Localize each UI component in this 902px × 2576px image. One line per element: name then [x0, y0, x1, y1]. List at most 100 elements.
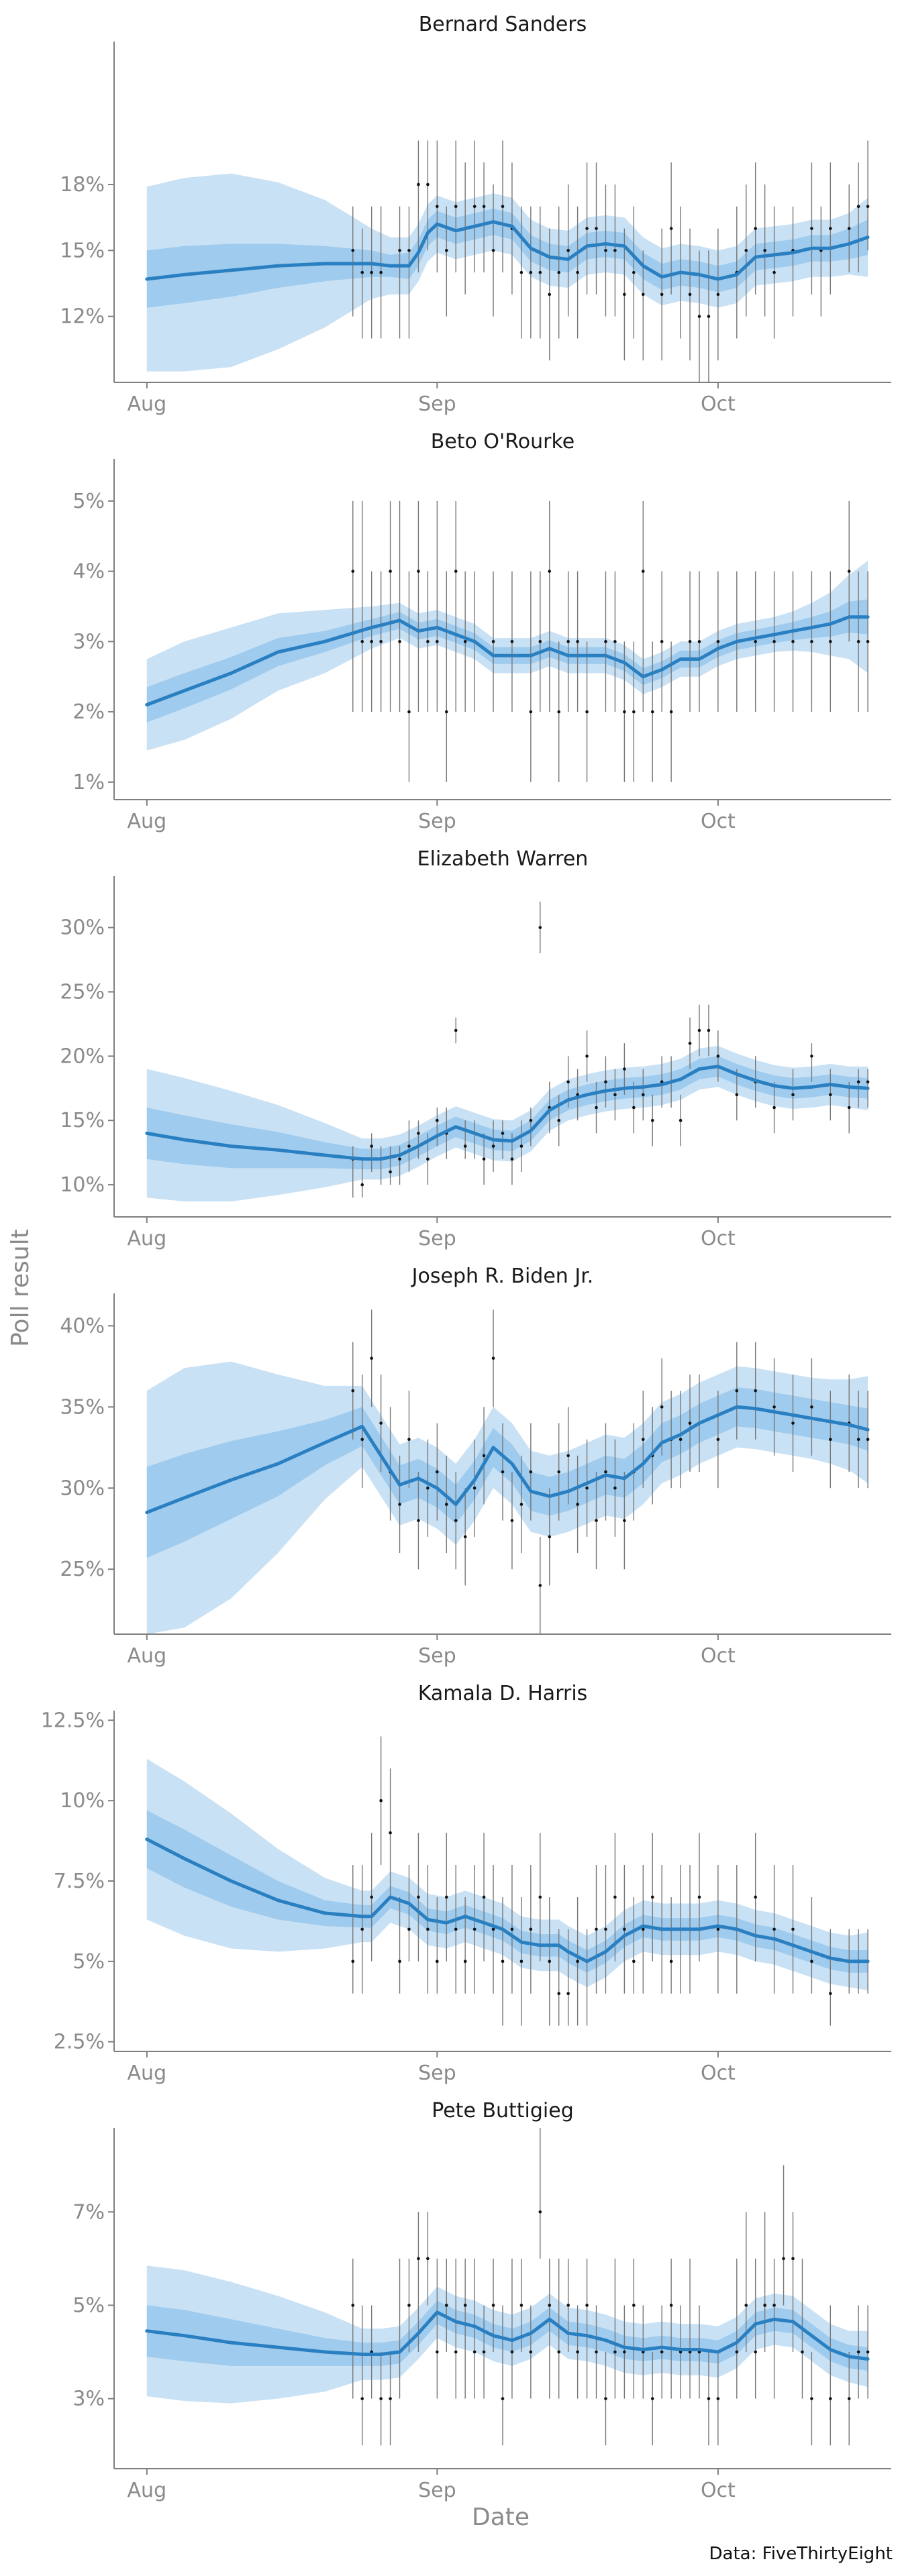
poll-results	[351, 2128, 870, 2446]
poll-point	[866, 640, 870, 643]
trend-line	[145, 2310, 870, 2361]
poll-point	[519, 1960, 523, 1964]
poll-point	[707, 1028, 711, 1032]
poll-point	[379, 640, 383, 643]
poll-point	[482, 205, 486, 209]
poll-point	[529, 270, 533, 274]
poll-point	[566, 1080, 570, 1084]
poll-point	[613, 1093, 617, 1097]
poll-point	[772, 1106, 776, 1110]
poll-point	[856, 1438, 860, 1442]
poll-point	[660, 2350, 664, 2354]
poll-point	[866, 1438, 870, 1442]
poll-point	[407, 2304, 411, 2307]
plot-area	[145, 1736, 870, 2026]
poll-point	[454, 570, 458, 573]
y-tick-label: 5%	[72, 490, 105, 513]
panel-title: Pete Buttigieg	[432, 2099, 574, 2123]
poll-point	[650, 710, 654, 714]
trend-line	[145, 1837, 870, 1964]
poll-point	[379, 1421, 383, 1425]
poll-point	[351, 570, 355, 573]
x-tick-label: Oct	[701, 2479, 736, 2502]
poll-point	[417, 1895, 420, 1899]
poll-point	[417, 1519, 420, 1522]
y-tick-label: 25%	[60, 981, 105, 1004]
poll-point	[604, 249, 607, 252]
poll-point	[660, 1405, 664, 1409]
poll-point	[529, 1927, 533, 1931]
poll-point	[791, 640, 795, 643]
inner-interval-band	[146, 209, 868, 308]
y-tick-label: 5%	[72, 1950, 105, 1974]
plot-area	[145, 500, 870, 782]
poll-point	[501, 1470, 505, 1474]
poll-point	[566, 1992, 570, 1996]
poll-point	[407, 1927, 411, 1931]
poll-point	[772, 1927, 776, 1931]
y-tick-label: 15%	[60, 239, 105, 262]
y-tick-label: 7%	[72, 2200, 105, 2224]
poll-point	[548, 2304, 552, 2307]
poll-point	[407, 1144, 411, 1148]
poll-point	[379, 2397, 383, 2400]
poll-point	[510, 1519, 514, 1522]
poll-point	[810, 640, 813, 643]
poll-point	[669, 227, 673, 230]
poll-point	[641, 1093, 645, 1097]
poll-point	[585, 1055, 589, 1058]
panel-pete-buttigieg: Pete Buttigieg 3% 5% 7% Aug Sep Oct	[72, 2099, 891, 2502]
x-tick-label: Sep	[418, 2479, 456, 2502]
x-tick-label: Oct	[701, 2061, 736, 2085]
poll-point	[632, 1960, 636, 1964]
poll-point	[557, 710, 561, 714]
poll-point	[407, 710, 411, 714]
poll-point	[436, 640, 439, 643]
poll-point	[472, 1486, 477, 1490]
poll-point	[463, 1960, 467, 1964]
poll-point	[688, 1041, 692, 1045]
poll-point	[623, 2350, 626, 2354]
panel-elizabeth-warren: Elizabeth Warren 10% 15% 20% 25% 30% Aug Sep Oct	[60, 847, 891, 1250]
poll-point	[398, 1157, 401, 1161]
poll-point	[370, 1895, 373, 1899]
poll-point	[538, 1895, 542, 1899]
poll-point	[510, 640, 514, 643]
poll-point	[557, 1992, 561, 1996]
poll-point	[417, 570, 420, 573]
y-tick-label: 12.5%	[41, 1709, 105, 1732]
poll-point	[772, 640, 776, 643]
poll-point	[595, 2350, 598, 2354]
poll-point	[472, 2350, 477, 2354]
inner-interval-band	[146, 599, 868, 722]
poll-point	[772, 1405, 776, 1409]
poll-point	[519, 1503, 523, 1506]
source-caption: Data: FiveThirtyEight	[709, 2544, 893, 2564]
poll-point	[801, 2350, 804, 2354]
poll-point	[389, 2397, 392, 2400]
poll-point	[595, 1927, 598, 1931]
poll-point	[398, 640, 401, 643]
poll-point	[444, 2304, 448, 2307]
trend-line	[145, 1065, 870, 1161]
x-tick-label: Aug	[128, 1644, 167, 1668]
poll-point	[707, 2397, 711, 2400]
plot-area	[145, 902, 870, 1201]
x-axis-title: Date	[472, 2504, 530, 2531]
poll-point	[641, 1927, 645, 1931]
panel-title: Kamala D. Harris	[418, 1682, 588, 1705]
poll-point	[472, 1927, 477, 1931]
poll-point	[623, 710, 626, 714]
poll-point	[454, 1519, 458, 1522]
poll-point	[398, 249, 401, 252]
trend-line	[145, 220, 870, 281]
poll-point	[519, 2304, 523, 2307]
poll-point	[491, 2304, 495, 2307]
poll-point	[491, 1144, 495, 1148]
poll-point	[613, 1895, 617, 1899]
x-tick-label: Aug	[128, 392, 167, 416]
poll-point	[669, 1960, 673, 1964]
poll-point	[791, 1927, 795, 1931]
poll-point	[529, 2350, 533, 2354]
poll-point	[557, 1470, 561, 1474]
